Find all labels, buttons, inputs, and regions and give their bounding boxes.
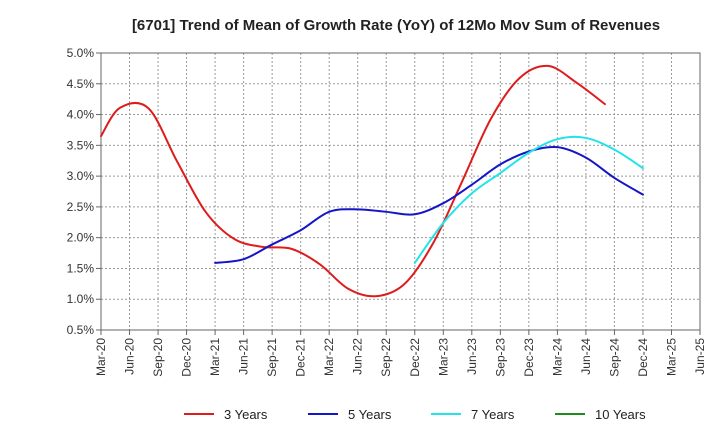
y-tick-label: 0.5%: [67, 323, 95, 337]
y-tick-label: 1.5%: [67, 261, 95, 275]
x-tick-label: Mar-22: [322, 338, 336, 376]
legend-label-3-years: 3 Years: [224, 407, 268, 422]
legend-label-7-years: 7 Years: [471, 407, 515, 422]
y-tick-label: 3.5%: [67, 138, 95, 152]
x-tick-label: Dec-21: [294, 338, 308, 377]
grid: [100, 52, 701, 331]
x-tick-label: Mar-23: [436, 338, 450, 376]
x-tick-label: Sep-24: [607, 338, 621, 377]
x-tick-label: Mar-25: [664, 338, 678, 376]
series-line-5-years: [214, 145, 644, 264]
x-tick-label: Jun-23: [465, 338, 479, 375]
x-tick-label: Mar-24: [550, 338, 564, 376]
x-tick-label: Sep-23: [493, 338, 507, 377]
x-tick-label: Dec-22: [408, 338, 422, 377]
x-tick-label: Sep-20: [151, 338, 165, 377]
y-tick-label: 1.0%: [67, 292, 95, 306]
y-tick-label: 4.5%: [67, 77, 95, 91]
legend-label-5-years: 5 Years: [348, 407, 392, 422]
x-tick-label: Jun-22: [351, 338, 365, 375]
legend: 3 Years 5 Years 7 Years 10 Years: [184, 407, 646, 422]
x-tick-label: Dec-23: [522, 338, 536, 377]
chart-title: [6701] Trend of Mean of Growth Rate (YoY…: [132, 17, 660, 34]
x-tick-label: Sep-21: [265, 338, 279, 377]
x-tick-label: Mar-21: [208, 338, 222, 376]
x-tick-label: Mar-20: [94, 338, 108, 376]
x-tick-label: Sep-22: [379, 338, 393, 377]
series-lines: [100, 64, 644, 298]
y-tick-label: 2.0%: [67, 231, 95, 245]
x-tick-label: Dec-20: [180, 338, 194, 377]
series-line-3-years: [100, 64, 606, 298]
y-tick-label: 4.0%: [67, 108, 95, 122]
y-tick-label: 5.0%: [67, 46, 95, 60]
legend-label-10-years: 10 Years: [595, 407, 646, 422]
y-tick-label: 2.5%: [67, 200, 95, 214]
x-tick-label: Jun-21: [237, 338, 251, 375]
axes: 0.5% 1.0% 1.5% 2.0% 2.5% 3.0% 3.5% 4.0% 4.5% 5.0%…: [67, 46, 707, 377]
plot-frame: [100, 52, 701, 331]
x-tick-label: Jun-20: [123, 338, 137, 375]
y-tick-label: 3.0%: [67, 169, 95, 183]
x-tick-label: Jun-24: [579, 338, 593, 375]
x-tick-label: Jun-25: [693, 338, 707, 375]
x-tick-label: Dec-24: [636, 338, 650, 377]
series-line-7-years: [413, 135, 644, 264]
